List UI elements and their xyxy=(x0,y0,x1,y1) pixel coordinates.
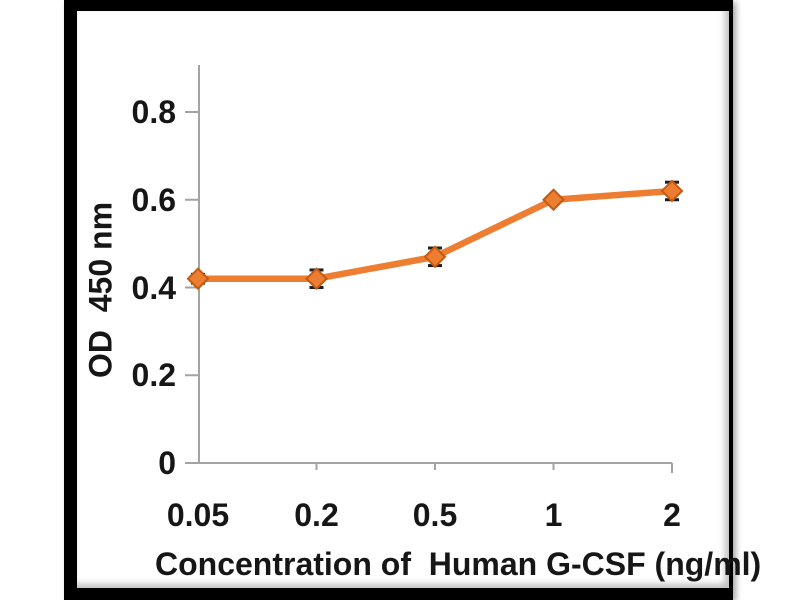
data-point-marker xyxy=(423,245,447,269)
y-tick-label: 0.6 xyxy=(131,181,176,218)
x-tick-label: 1 xyxy=(544,497,563,533)
data-point-marker xyxy=(660,179,684,203)
data-point-marker xyxy=(542,188,565,212)
x-tick-label: 0.05 xyxy=(166,497,230,533)
y-tick-label: 0.8 xyxy=(131,94,176,130)
x-tick-label: 2 xyxy=(663,497,681,533)
x-tick-label: 0.2 xyxy=(294,497,339,533)
plot-surface xyxy=(77,11,729,588)
y-tick-label: 0.2 xyxy=(131,357,176,394)
y-tick-label: 0 xyxy=(158,445,176,481)
chart-frame xyxy=(64,0,733,600)
x-tick-label: 0.5 xyxy=(412,497,458,533)
data-point-marker xyxy=(186,267,210,291)
data-point-marker xyxy=(305,267,328,291)
y-tick-label: 0.4 xyxy=(131,269,176,306)
x-axis-title: Concentration of Human G-CSF (ng/ml) xyxy=(155,546,762,582)
